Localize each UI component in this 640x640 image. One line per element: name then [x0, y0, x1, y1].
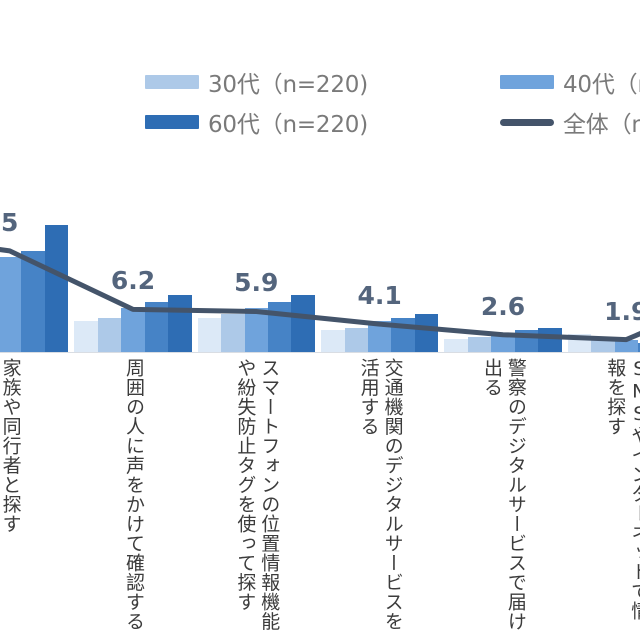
legend-item-50dai[interactable]: 220): [0, 109, 145, 135]
bar: [344, 327, 368, 353]
bar: [144, 301, 169, 353]
bar: [97, 317, 122, 353]
category-label-cell: 周囲の人に声をかけて確認する: [71, 358, 194, 640]
bar: [367, 321, 392, 353]
bar-group: 6.2: [71, 170, 194, 353]
axis-baseline: [0, 352, 640, 353]
bar: [567, 334, 592, 353]
bar: [391, 317, 415, 353]
bar: [638, 343, 640, 353]
legend-label-40dai: 40代（n=: [563, 72, 640, 98]
bar: [21, 250, 45, 353]
category-label: 交通機関のデジタルサービスを活用する: [357, 358, 404, 631]
value-label: 2.6: [480, 291, 526, 321]
bar: [0, 257, 22, 353]
bar: [268, 301, 292, 353]
legend-item-zentai[interactable]: 全体（n=: [500, 105, 640, 139]
category-label-cell: 家族や同行者と探す: [0, 358, 71, 640]
legend-item-40dai[interactable]: 40代（n=: [500, 65, 640, 99]
bar: [44, 224, 69, 353]
legend-swatch-30dai: [145, 75, 199, 89]
category-label: 周囲の人に声をかけて確認する: [122, 358, 145, 631]
bar-groups: 5 6.2 5.9 4.1 2.6 1.9: [0, 170, 640, 353]
category-label: 家族や同行者と探す: [0, 358, 22, 534]
legend-label-30dai: 30代（n=220): [208, 72, 368, 98]
category-label: 警察のデジタルサービスで届け出る: [480, 358, 527, 631]
category-axis-labels: 家族や同行者と探す 周囲の人に声をかけて確認する スマートフォンの位置情報機能や紛失…: [0, 358, 640, 640]
bar: [244, 307, 269, 353]
bar: [221, 314, 245, 353]
bar: [591, 336, 615, 353]
bar: [197, 317, 222, 353]
bar: [321, 330, 345, 353]
bar: [538, 327, 562, 353]
value-label: 6.2: [110, 266, 156, 296]
bar: [514, 330, 539, 353]
legend-label-zentai: 全体（n=: [563, 112, 640, 138]
bar: [291, 295, 315, 353]
bar: [467, 336, 492, 353]
chart-legend: 220) 30代（n=220) 40代（n= 220) 60代（n=220) 全…: [0, 62, 640, 142]
legend-label-60dai: 60代（n=220): [208, 112, 368, 138]
category-label: SNSやインターネットで情報を探す: [604, 358, 640, 621]
bar-group: 1.9: [565, 170, 640, 353]
bar-group: 4.1: [318, 170, 441, 353]
value-label: 5.9: [234, 268, 279, 298]
bar: [74, 321, 98, 353]
category-label-cell: SNSやインターネットで情報を探す: [565, 358, 640, 640]
value-label: 4.1: [357, 281, 402, 311]
legend-swatch-60dai: [145, 115, 199, 129]
bar: [614, 340, 639, 353]
category-label-cell: 警察のデジタルサービスで届け出る: [441, 358, 564, 640]
bar: [168, 295, 192, 353]
legend-item-60dai[interactable]: 60代（n=220): [145, 105, 500, 139]
value-label: 5: [0, 207, 19, 237]
category-label: スマートフォンの位置情報機能や紛失防止タグを使って探す: [234, 358, 281, 631]
bar-group: 5.9: [195, 170, 318, 353]
plot-area: 5 6.2 5.9 4.1 2.6 1.9: [0, 170, 640, 353]
category-label-cell: 交通機関のデジタルサービスを活用する: [318, 358, 441, 640]
legend-line-zentai: [500, 118, 554, 126]
category-label-cell: スマートフォンの位置情報機能や紛失防止タグを使って探す: [195, 358, 318, 640]
bar: [444, 338, 468, 353]
value-label: 1.9: [604, 296, 640, 326]
legend-swatch-40dai: [500, 75, 554, 89]
bar-group: 5: [0, 170, 71, 353]
legend-item-30dai[interactable]: 30代（n=220): [145, 65, 500, 99]
bar: [491, 334, 515, 353]
bar: [121, 307, 145, 353]
legend-item-20dai[interactable]: 220): [0, 69, 145, 95]
bar-group: 2.6: [441, 170, 564, 353]
bar: [414, 314, 439, 353]
